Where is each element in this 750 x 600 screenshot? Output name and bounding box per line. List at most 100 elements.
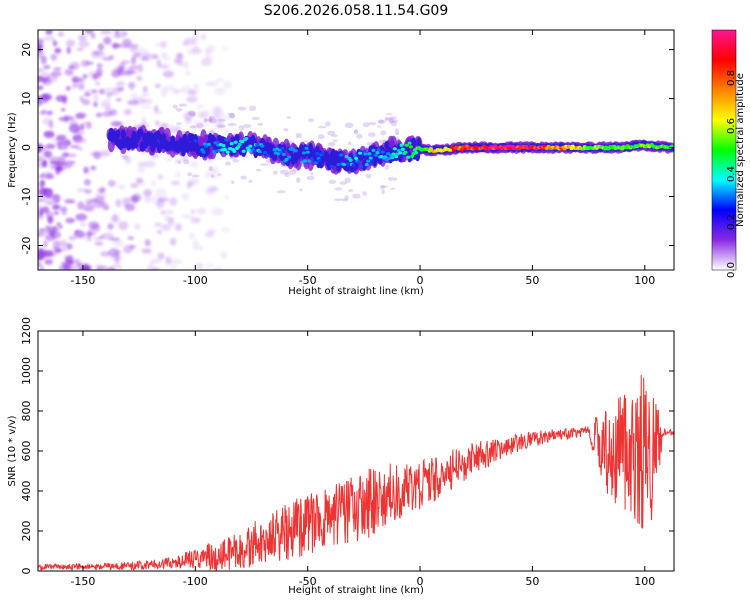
spectrogram-haze-blob [204, 119, 213, 122]
spectrogram-haze-blob [227, 112, 234, 116]
spectrogram-noise-blob [177, 61, 188, 66]
spectrogram-noise-blob [160, 210, 166, 215]
spectrogram-noise-blob [87, 71, 97, 79]
spectrogram-noise-blob [51, 231, 62, 239]
spectrogram-ridge-blob [206, 142, 211, 147]
spectrogram-ridge-blob [303, 159, 308, 163]
spectrogram-noise-blob [138, 163, 145, 173]
spectrogram-noise-blob [171, 181, 181, 186]
spectrogram-ridge-blob [317, 158, 322, 162]
colorbar-ticks: 0.0 0.2 0.4 0.6 0.8 [726, 70, 737, 278]
spectrogram-haze-blob [299, 188, 303, 192]
spectrogram-noise-blob [77, 201, 85, 210]
spectrogram-noise-blob [81, 99, 91, 106]
spectrogram-haze-blob [362, 191, 367, 196]
spectrogram-haze-blob [317, 134, 325, 140]
spectrogram-haze-blob [317, 125, 327, 129]
spectrogram-ridge-blob [339, 153, 344, 157]
spectrogram-ridge-blob [255, 143, 260, 147]
spectrogram-frame [37, 29, 675, 271]
spectrogram-haze-blob [341, 198, 348, 202]
colorbar-label: Normalized spectral amplitude [735, 73, 746, 227]
spectrogram-haze-blob [242, 123, 252, 128]
spectrogram-noise-blob [113, 239, 123, 247]
spectrogram-ridge-blob [400, 147, 405, 152]
spectrogram-haze-blob [344, 177, 351, 184]
snr-x-tick-label: 100 [634, 575, 655, 588]
spectrogram-noise-blob [84, 189, 92, 194]
spectrogram-haze-blob [257, 122, 264, 126]
spectrogram-ridge-blob [138, 128, 144, 138]
spectrogram-noise-blob [150, 180, 157, 187]
spectrogram-noise-blob [102, 111, 112, 117]
spectrogram-noise-blob [63, 198, 75, 203]
spectrogram-noise-blob [112, 43, 122, 48]
spectrogram-ridge-blob [281, 152, 286, 157]
spectrogram-noise-blob [105, 106, 112, 111]
spectrogram-haze-blob [385, 164, 389, 171]
spectrogram-noise-blob [130, 183, 139, 189]
spectrogram-haze-blob [386, 118, 392, 121]
spectrogram-haze-blob [388, 116, 397, 120]
spectrogram-haze-blob [196, 122, 204, 129]
spectrogram-noise-blob [38, 85, 44, 91]
spectrogram-haze-blob [232, 159, 240, 163]
spectrogram-noise-blob [61, 107, 66, 112]
spectrogram-ridge-blob [205, 145, 211, 156]
spectrogram-noise-blob [39, 94, 50, 102]
spectrogram-ridge-blob [257, 149, 262, 154]
spectrogram-noise-blob [206, 185, 217, 194]
spectrogram-noise-blob [45, 200, 57, 205]
spectrogram-noise-blob [38, 100, 49, 104]
spectrogram-haze-blob [334, 187, 343, 191]
spectrogram-noise-blob [165, 209, 174, 215]
spectrogram-noise-blob [88, 221, 100, 229]
spectrogram-haze-blob [362, 122, 370, 128]
spectrogram-haze-blob [248, 105, 256, 112]
snr-y-tick-label: 0 [20, 568, 33, 575]
colorbar-tick-label: 0.2 [726, 214, 737, 230]
spectrogram-noise-blob [73, 129, 78, 134]
spectrogram-ridge-blob [410, 154, 415, 158]
spectrogram-ridge-blob [248, 144, 253, 148]
spectrogram-ridge-blob [237, 142, 242, 147]
spectrogram-noise-blob [162, 70, 174, 78]
spectrogram-haze-blob [217, 173, 222, 176]
spectrogram-noise-blob [83, 202, 96, 212]
spectrogram-noise-blob [78, 83, 85, 91]
spectrogram-noise-blob [200, 110, 211, 119]
spectrogram-haze-blob [208, 165, 213, 171]
spectrogram-haze-blob [225, 161, 231, 166]
spectrogram-noise-blob [66, 243, 73, 250]
spectrogram-haze-blob [377, 119, 384, 124]
colorbar: 0.0 0.2 0.4 0.6 0.8 Normalized spectral ampl… [711, 29, 746, 278]
spectrogram-haze-blob [284, 172, 290, 178]
spectrogram-noise-blob [40, 180, 46, 185]
spectrogram-noise-blob [205, 81, 218, 87]
spectrogram-ridge-blob [315, 152, 320, 156]
spectrogram-ridge-blob [115, 129, 121, 139]
spectrogram-noise-blob [110, 120, 123, 127]
spectrogram-noise-blob [94, 264, 103, 270]
spectrogram-marks [38, 30, 674, 270]
spectrogram-noise-blob [154, 83, 161, 89]
spectrogram-noise-blob [207, 167, 219, 173]
spectrogram-noise-blob [204, 171, 211, 179]
snr-x-tick-label: 0 [417, 575, 424, 588]
spectrogram-noise-blob [70, 145, 80, 149]
spectrogram-haze-blob [177, 160, 181, 164]
spectrogram-haze-blob [306, 175, 315, 181]
spectrogram-noise-blob [100, 100, 111, 108]
spectrogram-haze-blob [273, 170, 278, 175]
spectrogram-noise-blob [57, 31, 65, 37]
spectrogram-noise-blob [144, 160, 156, 168]
spectrogram-haze-blob [178, 103, 188, 107]
spectrogram-noise-blob [50, 53, 58, 61]
spectrogram-noise-blob [53, 211, 59, 215]
spectrogram-noise-blob [83, 178, 92, 186]
spectrogram-noise-blob [129, 46, 139, 52]
spectrogram-noise-blob [54, 248, 62, 254]
spectrogram-ridge-blob [309, 157, 314, 161]
spectrogram-noise-blob [107, 223, 114, 230]
spectrogram-noise-blob [207, 117, 216, 123]
